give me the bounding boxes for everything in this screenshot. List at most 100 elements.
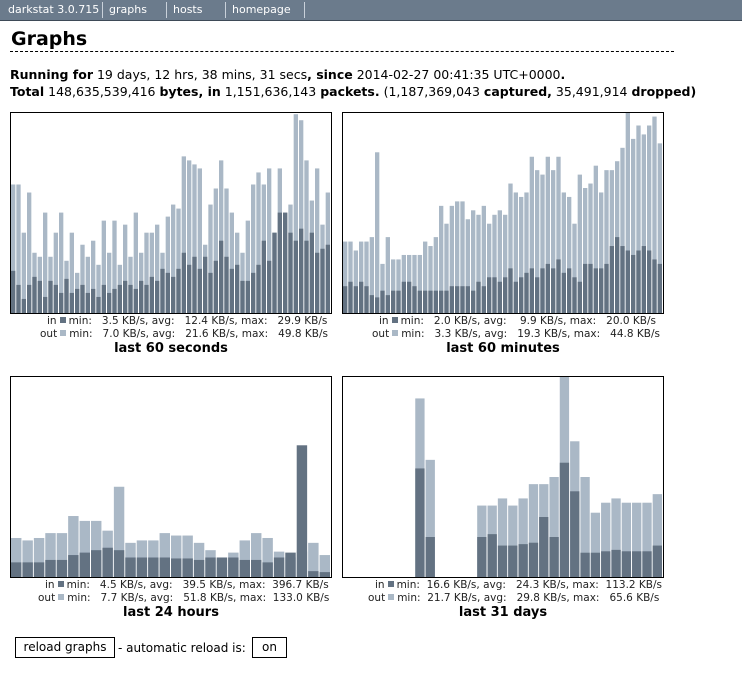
legend-31d-in: in min: 16.6 KB/s, avg: 24.3 KB/s, max: 1… (375, 579, 663, 591)
in-bar (508, 545, 518, 577)
in-bar (43, 296, 48, 313)
nav-homepage-link[interactable]: homepage (225, 2, 305, 18)
in-bar (652, 545, 662, 577)
out-bar (45, 533, 56, 577)
in-bar (428, 290, 433, 313)
out-bar (518, 498, 528, 577)
in-bar (96, 296, 101, 313)
in-bar (497, 281, 502, 313)
in-bar (401, 281, 406, 313)
out-bar (439, 205, 444, 313)
in-bar (353, 286, 358, 313)
in-bar (33, 562, 45, 577)
auto-reload-toggle[interactable]: on (252, 637, 287, 658)
out-bar (455, 201, 460, 313)
out-bar (251, 533, 262, 577)
out-bar (652, 116, 657, 313)
in-bar (556, 259, 561, 313)
legend-60m-out: out min: 3.3 KB/s, avg: 19.3 KB/s, max: 4… (372, 328, 660, 340)
nav-hosts-link[interactable]: hosts (166, 2, 225, 18)
nav-graphs-link[interactable]: graphs (102, 2, 166, 18)
out-bar (497, 210, 502, 313)
in-bar (112, 288, 117, 313)
in-bar (139, 280, 144, 313)
dropped-value: 35,491,914 (555, 84, 628, 99)
reload-graphs-button[interactable]: reload graphs (15, 637, 115, 658)
in-bar (433, 290, 438, 313)
in-bar (21, 298, 26, 313)
in-bar (632, 551, 642, 577)
in-bar (102, 547, 113, 577)
in-bar (631, 254, 636, 313)
in-bar (412, 286, 417, 313)
in-bar (308, 571, 319, 577)
in-bar (251, 559, 262, 577)
in-bar (296, 445, 308, 577)
out-bar (304, 160, 309, 313)
out-bar (508, 183, 513, 313)
out-bar (229, 212, 234, 313)
out-bar (556, 156, 561, 313)
captured-label: captured, (483, 84, 552, 99)
in-bar (261, 240, 266, 313)
in-bar (16, 284, 21, 313)
in-bar (601, 551, 611, 577)
in-bar (508, 268, 513, 313)
out-bar (96, 264, 101, 313)
in-bar (176, 268, 181, 313)
in-bar (455, 286, 460, 313)
in-bar (182, 558, 193, 577)
in-bar (359, 281, 364, 313)
in-bar (577, 281, 582, 313)
in-bar (213, 260, 218, 313)
out-bar (43, 212, 48, 313)
out-bar (182, 535, 193, 577)
out-bar (343, 241, 348, 313)
out-bar (262, 537, 273, 577)
out-bar (68, 516, 79, 577)
graph-last-60-minutes (342, 112, 664, 314)
out-bar (11, 184, 16, 313)
in-bar (481, 286, 486, 313)
out-bar (22, 540, 33, 577)
out-bar (53, 232, 58, 313)
in-bar (588, 263, 593, 313)
in-bar (53, 284, 58, 313)
out-bar (107, 252, 112, 313)
in-bar (113, 550, 125, 577)
in-bar (216, 557, 228, 577)
out-bar (428, 246, 433, 313)
title-divider (10, 51, 674, 52)
out-bar (391, 259, 396, 313)
legend-60s-in: in min: 3.5 KB/s, avg: 12.4 KB/s, max: 29… (47, 315, 328, 327)
out-bar (497, 498, 508, 577)
in-bar (465, 286, 470, 313)
in-bar (101, 284, 106, 313)
nav-app-version: darkstat 3.0.715 (0, 2, 102, 18)
in-bar (415, 468, 425, 577)
out-bar (577, 174, 582, 313)
in-bar (193, 559, 205, 577)
in-bar (529, 268, 534, 313)
out-bar (535, 170, 540, 313)
in-bar (477, 537, 487, 577)
in-bar (615, 237, 620, 313)
in-bar (219, 240, 224, 313)
in-bar (309, 232, 314, 313)
out-bar (519, 196, 524, 313)
in-bar (535, 277, 540, 313)
legend-60m-in: in min: 2.0 KB/s, avg: 9.9 KB/s, max: 20.… (379, 315, 656, 327)
in-bar (75, 288, 80, 313)
in-bar (319, 572, 330, 577)
out-bar (631, 138, 636, 313)
out-bar (123, 224, 128, 313)
in-bar (625, 250, 630, 313)
in-bar (37, 280, 42, 313)
in-bar (192, 256, 197, 313)
out-bar (528, 484, 539, 577)
out-bar (208, 204, 213, 313)
out-bar (197, 168, 202, 313)
out-bar (353, 250, 358, 313)
out-bar (101, 220, 106, 313)
out-bar (433, 237, 438, 313)
